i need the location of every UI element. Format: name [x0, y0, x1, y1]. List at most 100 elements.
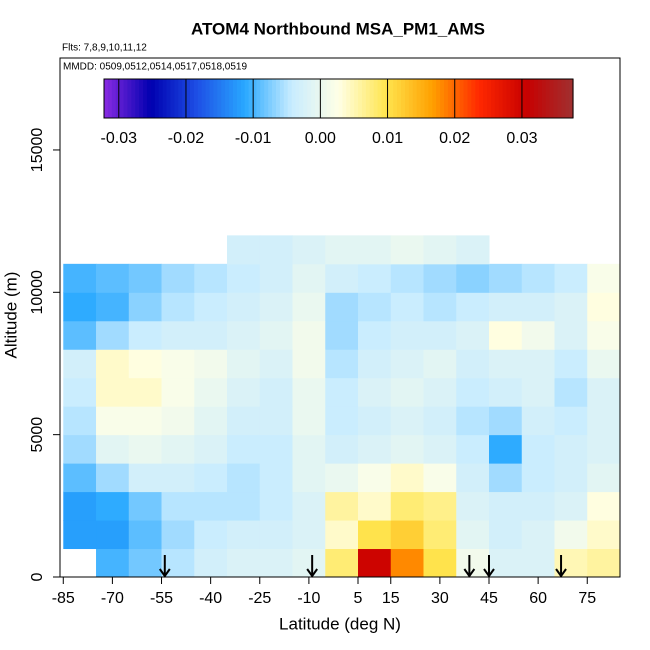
colorbar-tick-label: -0.02: [168, 130, 205, 147]
heatmap-cell: [194, 520, 228, 550]
x-tick-label: 5: [354, 590, 363, 607]
heatmap-cell: [128, 263, 163, 293]
heatmap-cell: [358, 491, 392, 521]
colorbar-swatch: [158, 79, 164, 118]
x-tick-label: -70: [101, 590, 124, 607]
colorbar-swatch: [518, 79, 523, 118]
heatmap-cell: [96, 263, 130, 293]
colorbar-swatch: [373, 79, 379, 118]
colorbar-swatch: [264, 79, 269, 118]
heatmap-cell: [292, 434, 326, 464]
heatmap-cell: [96, 548, 130, 578]
colorbar-tick-label: 0.03: [506, 130, 537, 147]
colorbar-swatch: [346, 79, 351, 118]
flight-arrow: [306, 555, 318, 578]
colorbar-swatch: [377, 79, 383, 118]
heatmap-cell: [587, 320, 621, 350]
colorbar-swatch: [533, 79, 539, 118]
colorbar-swatch: [451, 79, 457, 118]
heatmap-cell: [63, 463, 97, 493]
colorbar-swatch: [416, 79, 422, 118]
heatmap-cell: [259, 491, 294, 521]
heatmap-cell: [96, 292, 130, 322]
heatmap-cell: [489, 349, 523, 379]
heatmap-cell: [227, 377, 261, 407]
heatmap-cell: [587, 463, 621, 493]
heatmap-cell: [128, 434, 163, 464]
heatmap-cell: [489, 548, 523, 578]
heatmap-cell: [128, 548, 163, 578]
heatmap-cell: [489, 292, 523, 322]
heatmap-cell: [63, 377, 97, 407]
heatmap-cell: [325, 263, 359, 293]
heatmap-cell: [390, 463, 425, 493]
heatmap-cell: [325, 320, 359, 350]
heatmap-cell: [325, 406, 359, 436]
y-tick-label: 15000: [29, 128, 46, 173]
colorbar-swatch: [221, 79, 226, 118]
heatmap-cell: [325, 491, 359, 521]
heatmap-cell: [128, 292, 163, 322]
colorbar-swatch: [397, 79, 402, 118]
heatmap-cell: [227, 406, 261, 436]
heatmap-cell: [423, 349, 457, 379]
heatmap-cell: [358, 320, 392, 350]
colorbar-swatch: [526, 79, 531, 118]
y-tick-label: 10000: [29, 270, 46, 315]
heatmap-cell: [325, 548, 359, 578]
heatmap-cell: [63, 320, 97, 350]
colorbar-swatch: [252, 79, 258, 118]
heatmap-cell: [161, 520, 195, 550]
heatmap-cell: [325, 377, 359, 407]
colorbar-swatch: [350, 79, 355, 118]
colorbar-swatch: [178, 79, 183, 118]
heatmap-cell: [63, 349, 97, 379]
heatmap-cell: [456, 463, 490, 493]
heatmap-cell: [358, 406, 392, 436]
heatmap-cell: [194, 349, 228, 379]
colorbar-swatch: [268, 79, 273, 118]
colorbar-swatch: [131, 79, 136, 118]
heatmap-cell: [259, 463, 294, 493]
x-tick-label: -55: [150, 590, 173, 607]
heatmap-cell: [358, 292, 392, 322]
arrow-head: [463, 568, 476, 578]
colorbar-swatch: [143, 79, 148, 118]
heatmap-cell: [554, 548, 588, 578]
heatmap-cell: [521, 463, 556, 493]
heatmap-cell: [96, 491, 130, 521]
heatmap-cell: [554, 406, 588, 436]
colorbar-swatch: [369, 79, 375, 118]
colorbar-swatch: [479, 79, 484, 118]
heatmap-cell: [259, 320, 294, 350]
heatmap-cell: [390, 235, 425, 265]
heatmap-cell: [390, 263, 425, 293]
heatmap-cell: [456, 520, 490, 550]
colorbar-swatch: [111, 79, 117, 118]
y-tick-label: 0: [29, 572, 46, 581]
heatmap-cell: [554, 377, 588, 407]
heatmap-cell: [587, 491, 621, 521]
x-tick-label: -25: [248, 590, 271, 607]
colorbar-swatch: [338, 79, 344, 118]
heatmap-cell: [96, 377, 130, 407]
colorbar-swatch: [545, 79, 551, 118]
heatmap-cell: [161, 491, 195, 521]
heatmap-cell: [358, 548, 392, 578]
colorbar-swatch: [248, 79, 254, 118]
heatmap-cell: [259, 292, 294, 322]
colorbar-tick-label: 0.02: [439, 130, 470, 147]
heatmap-cell: [63, 491, 97, 521]
heatmap-cell: [325, 235, 359, 265]
heatmap-cell: [390, 406, 425, 436]
arrow-head: [306, 568, 318, 578]
colorbar-swatch: [565, 79, 570, 118]
colorbar-swatch: [135, 79, 140, 118]
heatmap-cell: [292, 377, 326, 407]
heatmap-cell: [587, 377, 621, 407]
colorbar-tick-label: 0.01: [372, 130, 403, 147]
heatmap-cell: [227, 463, 261, 493]
heatmap-cell: [161, 349, 195, 379]
colorbar-swatch: [514, 79, 519, 118]
